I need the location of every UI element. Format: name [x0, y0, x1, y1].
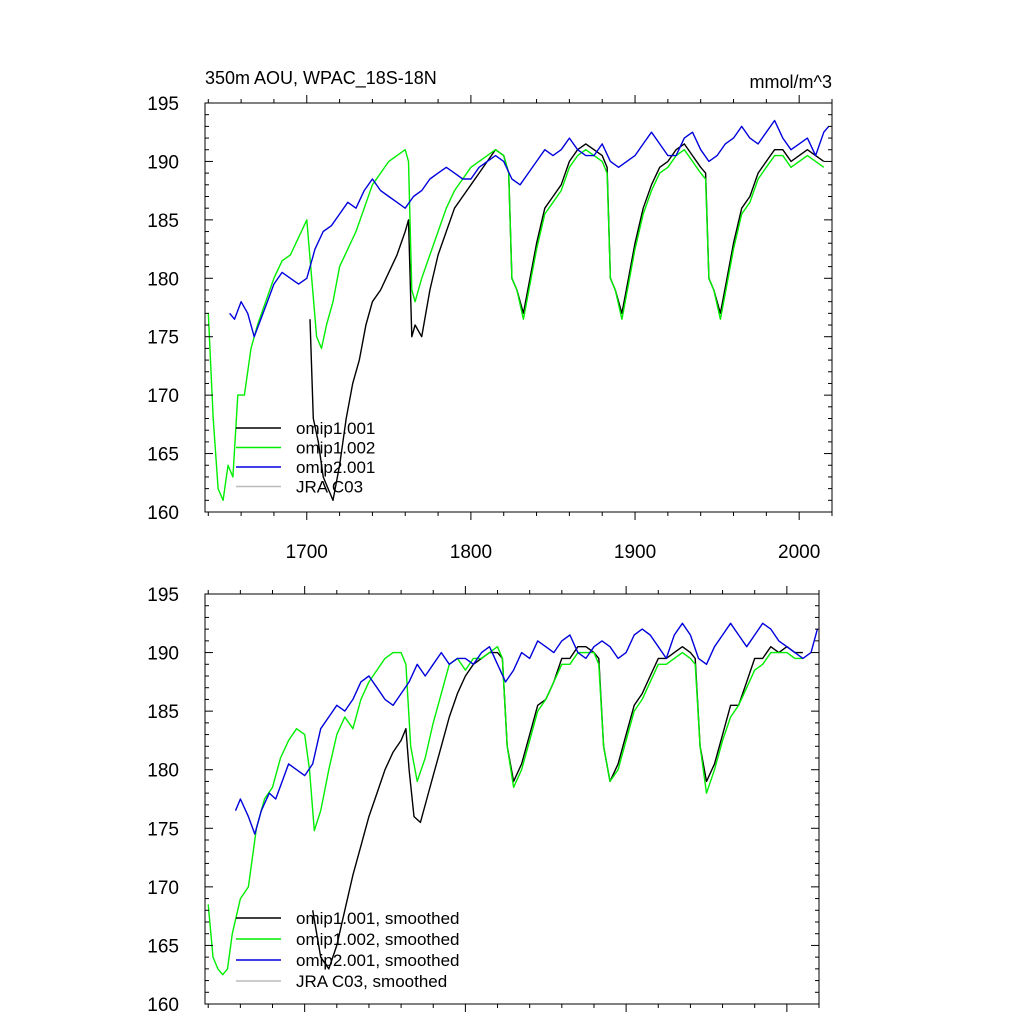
y-tick-label: 185	[147, 702, 179, 723]
y-tick-label: 175	[147, 819, 179, 840]
x-tick-label: 1900	[614, 542, 656, 563]
y-tick-label: 165	[147, 936, 179, 957]
y-tick-label: 165	[147, 445, 179, 466]
legend-label: omip1.001, smoothed	[296, 909, 460, 928]
series-line-1	[207, 646, 803, 976]
y-tick-label: 190	[147, 152, 179, 173]
plot-frame	[204, 102, 833, 513]
x-tick-label: 1700	[286, 542, 328, 563]
y-tick-label: 175	[147, 328, 179, 349]
series-line-0	[309, 143, 825, 501]
x-tick-label: 1800	[450, 542, 492, 563]
panel-raw: 160 165 170 175 180 185 190 195 1700 1800 1900 2000…	[147, 94, 833, 563]
y-tick-label: 190	[147, 644, 179, 665]
plot-frame	[204, 593, 820, 1005]
legend-label: omip1.001	[296, 419, 375, 438]
series-line-2	[234, 622, 819, 835]
x-tick-label: 2000	[778, 542, 820, 563]
y-tick-label: 180	[147, 269, 179, 290]
panel-smoothed: 160 165 170 175 180 185 190 195 omip1.001, smoot…	[147, 585, 820, 1016]
y-tick-label: 170	[147, 878, 179, 899]
y-tick-label: 195	[147, 94, 179, 115]
y-tick-label: 170	[147, 386, 179, 407]
legend: omip1.001, smoothed omip1.002, smoothed om…	[236, 909, 460, 991]
legend-label: JRA C03	[296, 478, 363, 497]
units-label: mmol/m^3	[750, 72, 832, 92]
chart-title: 350m AOU, WPAC_18S-18N	[205, 68, 437, 89]
y-tick-label: 195	[147, 585, 179, 606]
legend-label: omip2.001, smoothed	[296, 951, 460, 970]
series-line-2	[229, 119, 830, 338]
y-tick-label: 160	[147, 503, 179, 524]
y-tick-label: 180	[147, 761, 179, 782]
y-tick-label: 185	[147, 211, 179, 232]
legend-label: omip2.001	[296, 458, 375, 477]
y-tick-label: 160	[147, 995, 179, 1016]
legend-label: omip1.002	[296, 439, 375, 458]
legend-label: JRA C03, smoothed	[296, 972, 447, 991]
legend-label: omip1.002, smoothed	[296, 930, 460, 949]
